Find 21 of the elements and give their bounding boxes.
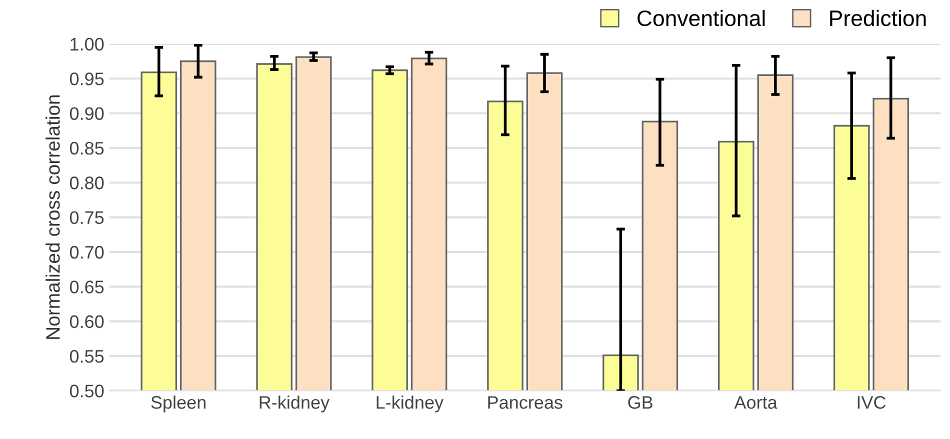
y-tick-label: 0.85 — [70, 142, 104, 155]
y-tick-label: 0.75 — [70, 211, 104, 224]
y-tick-label: 0.95 — [70, 72, 104, 86]
x-tick-label: GB — [628, 396, 652, 409]
x-tick-label: L-kidney — [376, 396, 444, 412]
y-tick-label: 1.00 — [70, 38, 104, 51]
y-tick-label: 0.80 — [70, 176, 104, 190]
y-tick-label: 0.55 — [70, 350, 104, 363]
x-tick-label: IVC — [858, 396, 886, 409]
y-axis-title: Normalized cross correlation — [46, 95, 60, 339]
x-tick-label: Spleen — [151, 396, 206, 412]
x-tick-label: Pancreas — [488, 396, 562, 409]
y-tick-label: 0.60 — [70, 315, 104, 328]
y-tick-label: 0.90 — [70, 107, 104, 120]
y-tick-label: 0.65 — [70, 280, 104, 294]
y-tick-label: 0.50 — [70, 384, 104, 398]
legend-label: Conventional — [638, 10, 765, 26]
legend-label: Prediction — [830, 10, 926, 26]
x-tick-label: Aorta — [734, 396, 778, 409]
x-tick-label: R-kidney — [260, 396, 330, 412]
y-tick-label: 0.70 — [70, 246, 104, 259]
